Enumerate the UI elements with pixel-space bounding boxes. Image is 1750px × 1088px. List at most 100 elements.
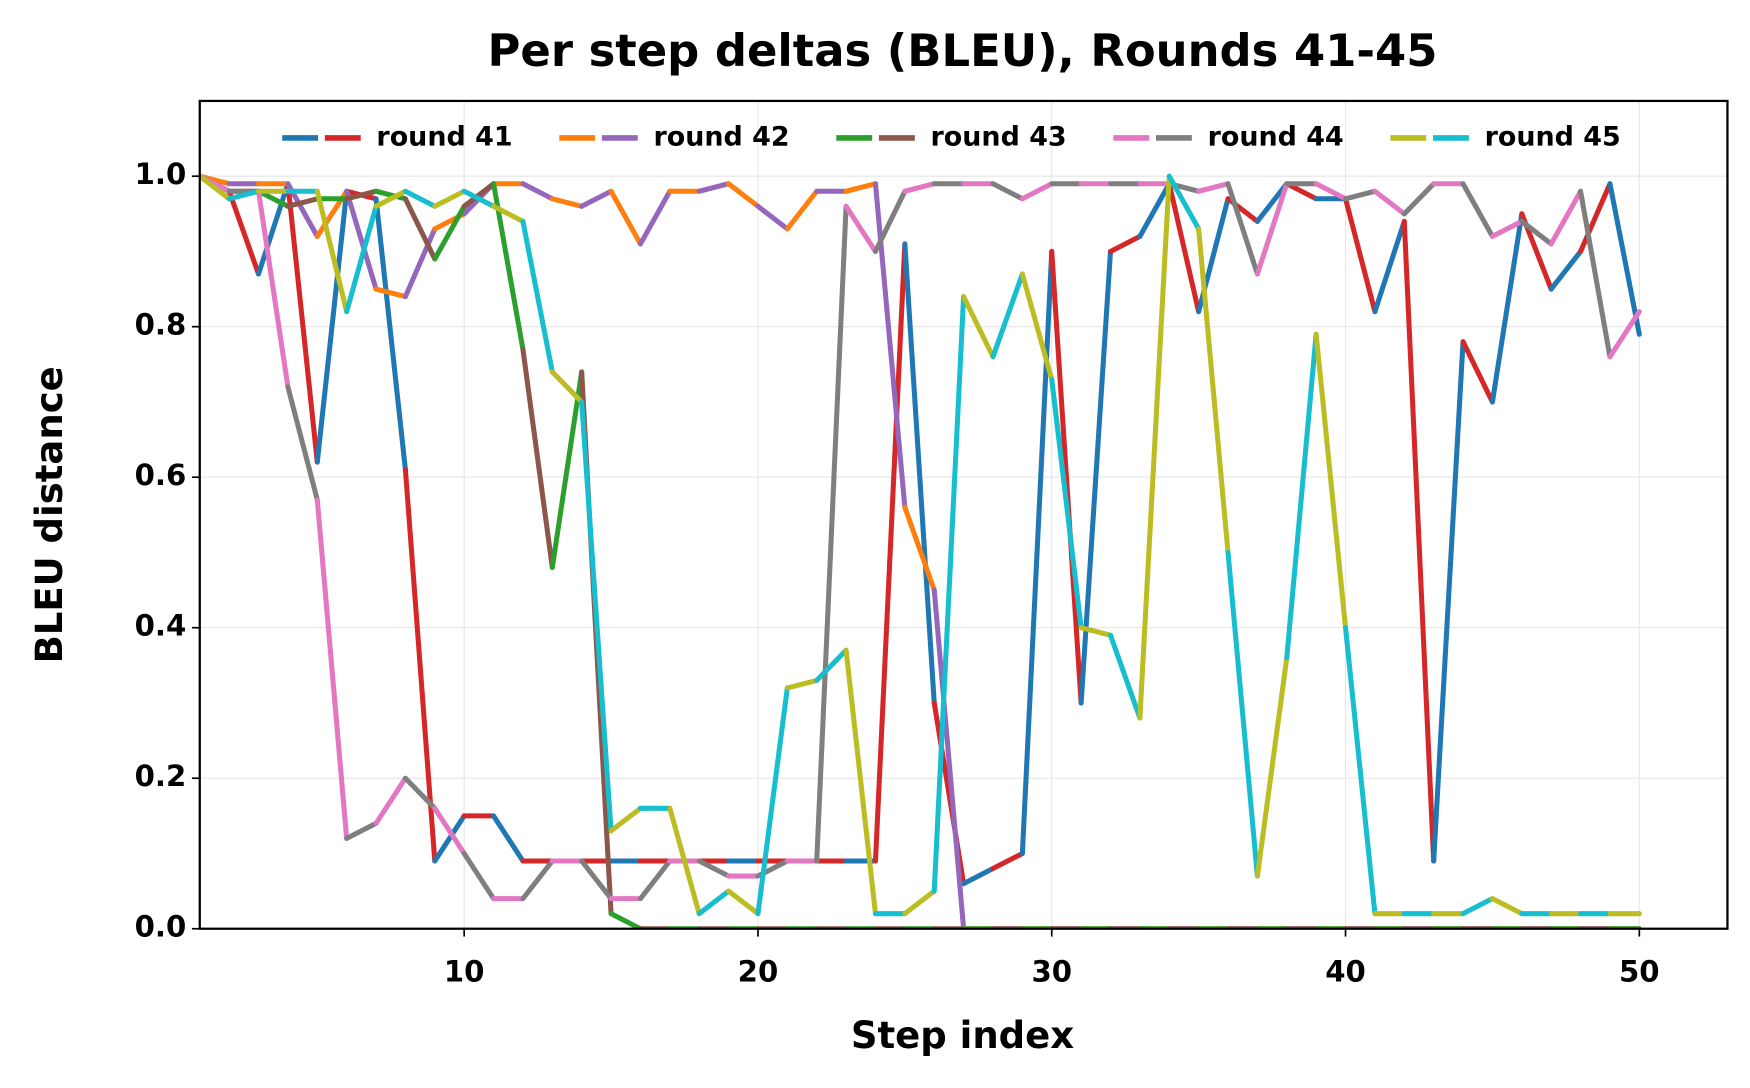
line-segment [344, 203, 379, 315]
line-segment [1019, 181, 1055, 202]
line-segment [1489, 218, 1525, 239]
legend-label: round 42 [653, 121, 789, 152]
line-segment [520, 346, 555, 571]
y-tick-label: 0.8 [135, 308, 187, 342]
line-segment [373, 188, 408, 202]
line-segment [314, 188, 350, 465]
line-segment [726, 181, 761, 209]
line-segment [931, 294, 967, 894]
line-segment [579, 399, 614, 834]
line-segment [373, 196, 408, 473]
line-segment [226, 188, 262, 277]
line-segment [1107, 233, 1143, 254]
x-tick-label: 50 [1619, 955, 1660, 989]
line-segment [285, 196, 320, 209]
line-segment [1607, 181, 1642, 337]
line-segment [1196, 181, 1231, 194]
line-segment [872, 188, 908, 254]
line-segment [608, 805, 643, 834]
x-tick-label: 20 [738, 955, 779, 989]
line-segment [1460, 339, 1495, 405]
line-segment [931, 587, 967, 929]
line-segment [696, 181, 732, 194]
line-segment [1548, 188, 1584, 247]
line-segment [402, 188, 438, 209]
line-segment [402, 226, 438, 300]
line-segment [1519, 218, 1554, 247]
line-segment [1401, 181, 1437, 217]
line-segment [285, 181, 320, 465]
line-segment [373, 286, 408, 300]
series-line [199, 173, 1642, 902]
axes-frame [198, 99, 1729, 930]
line-segment [1401, 218, 1437, 864]
line-segment [843, 181, 878, 194]
line-segment [1343, 625, 1378, 917]
line-segment [432, 203, 467, 262]
line-segment [256, 188, 291, 390]
line-segment [1107, 632, 1143, 721]
line-segment [1460, 896, 1495, 917]
line-segment [256, 181, 291, 277]
line-segment [784, 188, 820, 232]
line-segment [1225, 549, 1260, 879]
line-segment [432, 813, 467, 864]
line-segment [1460, 181, 1495, 239]
line-segment [1254, 655, 1290, 879]
line-segment [1166, 173, 1202, 232]
line-segment [990, 271, 1025, 360]
line-segment [1225, 181, 1260, 277]
line-segment [1019, 248, 1055, 856]
y-tick-label: 0.2 [135, 759, 187, 793]
line-segment [961, 865, 996, 887]
line-segment [285, 384, 320, 503]
series-line [199, 173, 1642, 929]
line-segment [1049, 248, 1084, 706]
legend-label: round 45 [1485, 121, 1621, 152]
line-segment [402, 467, 438, 864]
line-segment [1313, 331, 1349, 631]
line-segment [373, 188, 408, 209]
line-segment [549, 369, 585, 571]
line-segment [520, 858, 555, 902]
line-segment [461, 188, 497, 209]
line-segment [1313, 181, 1349, 202]
line-segment [1578, 188, 1613, 360]
line-segment [1548, 248, 1584, 292]
line-segment [1166, 181, 1202, 315]
y-tick-label: 0.0 [135, 910, 187, 944]
line-segment [696, 888, 732, 917]
line-segment [990, 181, 1025, 202]
line-segment [872, 241, 908, 864]
line-segment [961, 294, 996, 360]
line-segment [432, 805, 467, 856]
x-tick-label: 30 [1031, 955, 1072, 989]
line-segment [344, 188, 379, 292]
line-segment [1254, 181, 1290, 224]
line-segment [1019, 271, 1055, 382]
line-segment [902, 181, 937, 194]
line-segment [1431, 339, 1466, 864]
chart-title: Per step deltas (BLEU), Rounds 41-45 [488, 24, 1438, 77]
line-segment [1254, 181, 1290, 277]
line-segment [520, 218, 555, 375]
line-segment [902, 241, 937, 706]
line-segment [461, 181, 497, 209]
y-tick-label: 1.0 [135, 157, 187, 191]
line-segment [1284, 331, 1319, 661]
line-segment [579, 188, 614, 209]
line-segment [1372, 188, 1407, 217]
line-segment [373, 775, 408, 826]
line-segment [199, 173, 232, 202]
line-segment [520, 181, 555, 202]
line-segment [1196, 226, 1231, 555]
line-segment [667, 805, 702, 917]
line-segment [726, 888, 761, 917]
line-segment [491, 813, 526, 864]
line-segment [549, 196, 585, 209]
line-segment [549, 369, 585, 405]
line-segment [902, 504, 937, 593]
line-segment [1578, 181, 1613, 254]
line-segment [784, 677, 820, 691]
line-segment [1078, 625, 1114, 638]
